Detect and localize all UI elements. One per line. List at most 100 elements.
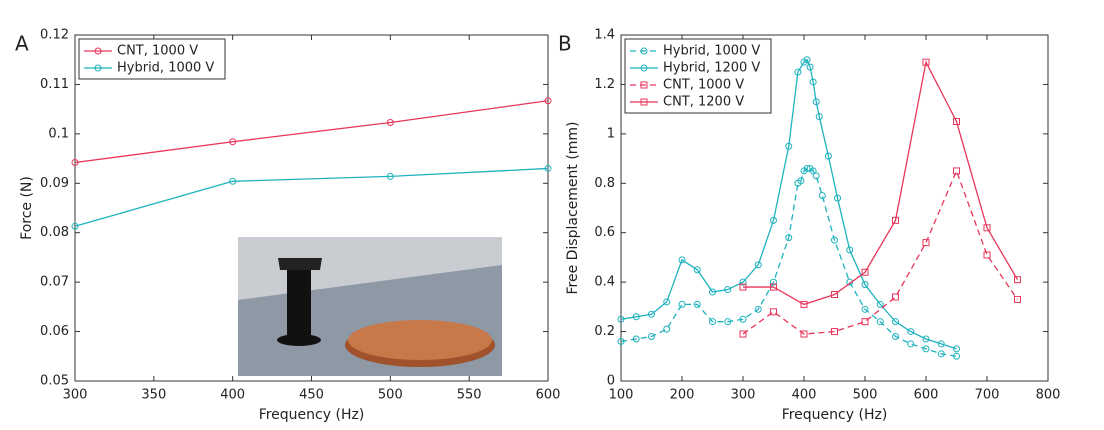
- marker: [71, 222, 79, 230]
- marker: [846, 278, 854, 286]
- marker: [229, 177, 237, 185]
- marker: [907, 328, 915, 336]
- series-line: [743, 60, 1019, 306]
- marker: [739, 283, 747, 291]
- legend-marker: [640, 64, 648, 72]
- legend-marker: [640, 47, 648, 55]
- panel-label: A: [15, 32, 29, 56]
- marker: [693, 300, 701, 308]
- marker: [892, 333, 899, 341]
- x-tick-label: 300: [731, 388, 756, 403]
- marker: [617, 315, 625, 323]
- legend-marker: [640, 81, 648, 89]
- marker: [861, 305, 869, 313]
- marker: [678, 256, 686, 264]
- y-axis-label: Force (N): [19, 176, 35, 240]
- marker: [739, 330, 747, 338]
- marker: [803, 56, 811, 64]
- x-axis-label: Frequency (Hz): [259, 407, 365, 423]
- series-line: [620, 58, 957, 350]
- marker: [876, 300, 884, 308]
- x-tick-label: 700: [975, 388, 1000, 403]
- marker: [861, 281, 869, 289]
- x-tick-label: 600: [536, 388, 561, 403]
- marker: [1014, 295, 1021, 303]
- series-line: [742, 169, 1019, 335]
- legend-label: CNT, 1000 V: [663, 78, 744, 93]
- marker: [544, 97, 552, 105]
- marker: [861, 318, 869, 326]
- x-tick-label: 350: [141, 388, 166, 403]
- series-line: [620, 167, 957, 357]
- y-tick-label: 1.2: [594, 77, 615, 92]
- marker: [770, 278, 777, 286]
- x-tick-label: 100: [609, 388, 634, 403]
- marker: [770, 283, 777, 291]
- x-axis-label: Frequency (Hz): [782, 407, 888, 423]
- legend-marker: [640, 98, 648, 106]
- marker: [648, 310, 655, 318]
- marker: [815, 113, 823, 121]
- marker: [953, 345, 960, 353]
- y-tick-label: 1.4: [594, 28, 615, 43]
- legend-marker: [94, 47, 102, 55]
- marker: [1014, 276, 1021, 284]
- y-tick-label: 0.11: [40, 77, 69, 92]
- y-tick-label: 0.09: [40, 176, 69, 191]
- y-tick-label: 1: [607, 126, 615, 141]
- marker: [824, 152, 832, 160]
- plot-frame: [620, 34, 1049, 382]
- marker: [770, 308, 777, 316]
- marker: [663, 298, 671, 306]
- marker: [806, 63, 814, 71]
- marker: [229, 138, 237, 146]
- marker: [794, 68, 802, 76]
- marker: [678, 300, 686, 308]
- y-tick-label: 0.06: [40, 324, 69, 339]
- marker: [71, 159, 79, 167]
- y-tick-label: 0.07: [40, 275, 69, 290]
- legend-box: [624, 38, 772, 114]
- marker: [922, 335, 930, 343]
- series-line: [74, 100, 549, 164]
- x-tick-label: 500: [853, 388, 878, 403]
- marker: [922, 239, 930, 247]
- marker: [648, 333, 655, 341]
- marker: [803, 164, 811, 172]
- marker: [709, 288, 716, 296]
- marker: [953, 167, 960, 175]
- legend-label: CNT, 1200 V: [663, 95, 744, 110]
- marker: [617, 337, 625, 345]
- legend-label: Hybrid, 1000 V: [117, 61, 214, 76]
- marker: [922, 345, 930, 353]
- y-tick-label: 0.05: [40, 374, 69, 389]
- marker: [632, 335, 640, 343]
- marker: [907, 340, 915, 348]
- y-tick-label: 0.1: [48, 126, 69, 141]
- marker: [800, 330, 808, 338]
- y-tick-label: 0.8: [594, 176, 615, 191]
- panel-label: B: [558, 32, 572, 56]
- x-tick-label: 300: [63, 388, 88, 403]
- y-tick-label: 0.08: [40, 225, 69, 240]
- marker: [831, 328, 838, 336]
- marker: [812, 98, 820, 106]
- marker: [754, 261, 762, 269]
- marker: [983, 224, 991, 232]
- x-tick-label: 400: [220, 388, 245, 403]
- inset-photo: [238, 237, 502, 376]
- y-tick-label: 0.4: [594, 275, 615, 290]
- x-tick-label: 400: [792, 388, 817, 403]
- marker: [693, 266, 701, 274]
- legend-label: Hybrid, 1200 V: [663, 61, 760, 76]
- marker: [892, 216, 899, 224]
- marker: [937, 350, 945, 358]
- marker: [709, 318, 716, 326]
- y-tick-label: 0.12: [40, 28, 69, 43]
- marker: [831, 236, 838, 244]
- marker: [876, 318, 884, 326]
- marker: [785, 234, 793, 242]
- marker: [892, 293, 899, 301]
- marker: [724, 286, 732, 294]
